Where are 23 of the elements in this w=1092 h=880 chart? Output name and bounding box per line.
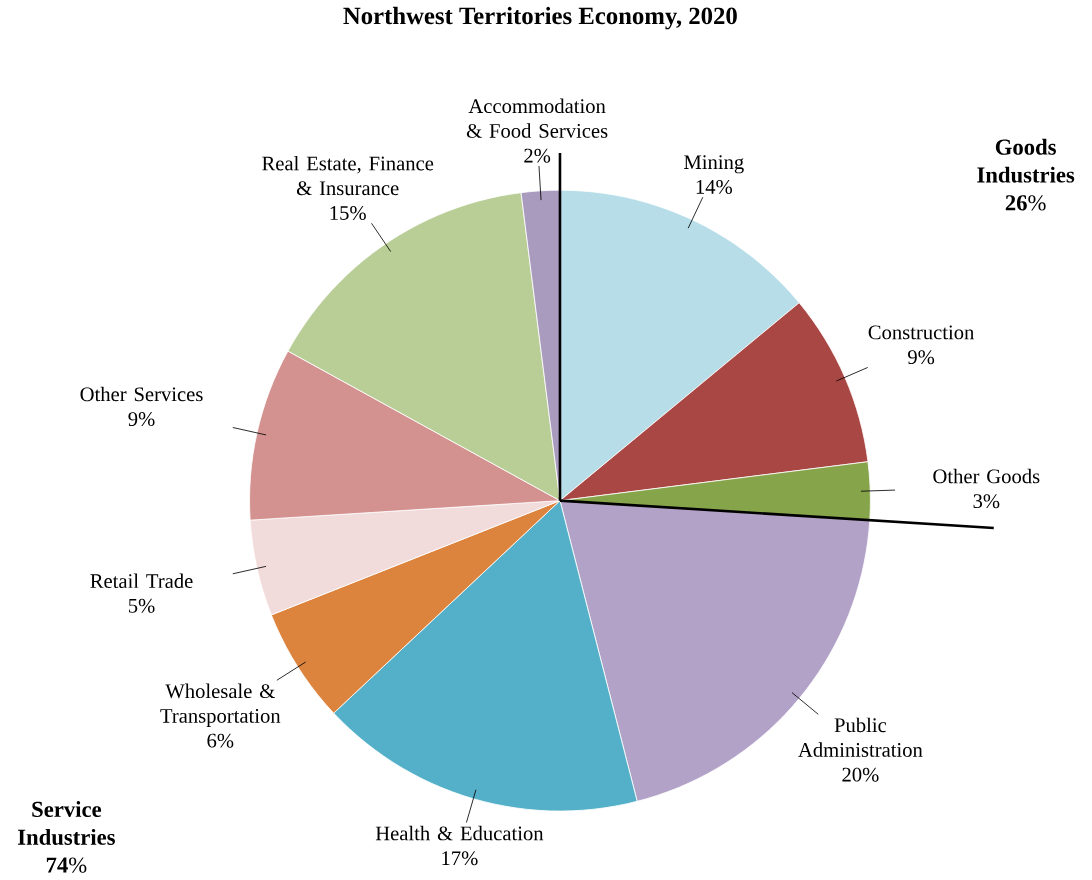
slice-label: Other Services (80, 386, 203, 402)
slice-label: Wholesale & Transportation (160, 683, 281, 728)
text: Service Industries 74% (17, 801, 115, 873)
data-label: 6% (207, 733, 234, 748)
slice-label: Health & Education (375, 826, 544, 841)
data-label: 3% (973, 494, 1000, 509)
data-label: 5% (128, 599, 155, 614)
slice-label: Mining (684, 155, 744, 174)
slice-label: Retail Trade (90, 573, 193, 589)
slice-label: Construction (868, 325, 975, 340)
data-label: 15% (330, 206, 366, 221)
data-label: 14% (696, 180, 733, 195)
data-label: 20% (842, 767, 879, 782)
slice-label: Real Estate, Finance & Insurance (262, 156, 434, 196)
data-label: 17% (442, 851, 478, 866)
slice-label: Other Goods (933, 468, 1040, 484)
chart-title: Northwest Territories Economy, 2020 (343, 7, 737, 30)
data-label: 9% (908, 350, 935, 365)
data-label: 2% (524, 148, 551, 163)
slice-label: Public Administration (798, 717, 923, 758)
text: Goods Industries 26% (977, 138, 1075, 211)
slice-label: Accommodation & Food Services (466, 98, 608, 138)
data-label: 9% (128, 412, 155, 427)
